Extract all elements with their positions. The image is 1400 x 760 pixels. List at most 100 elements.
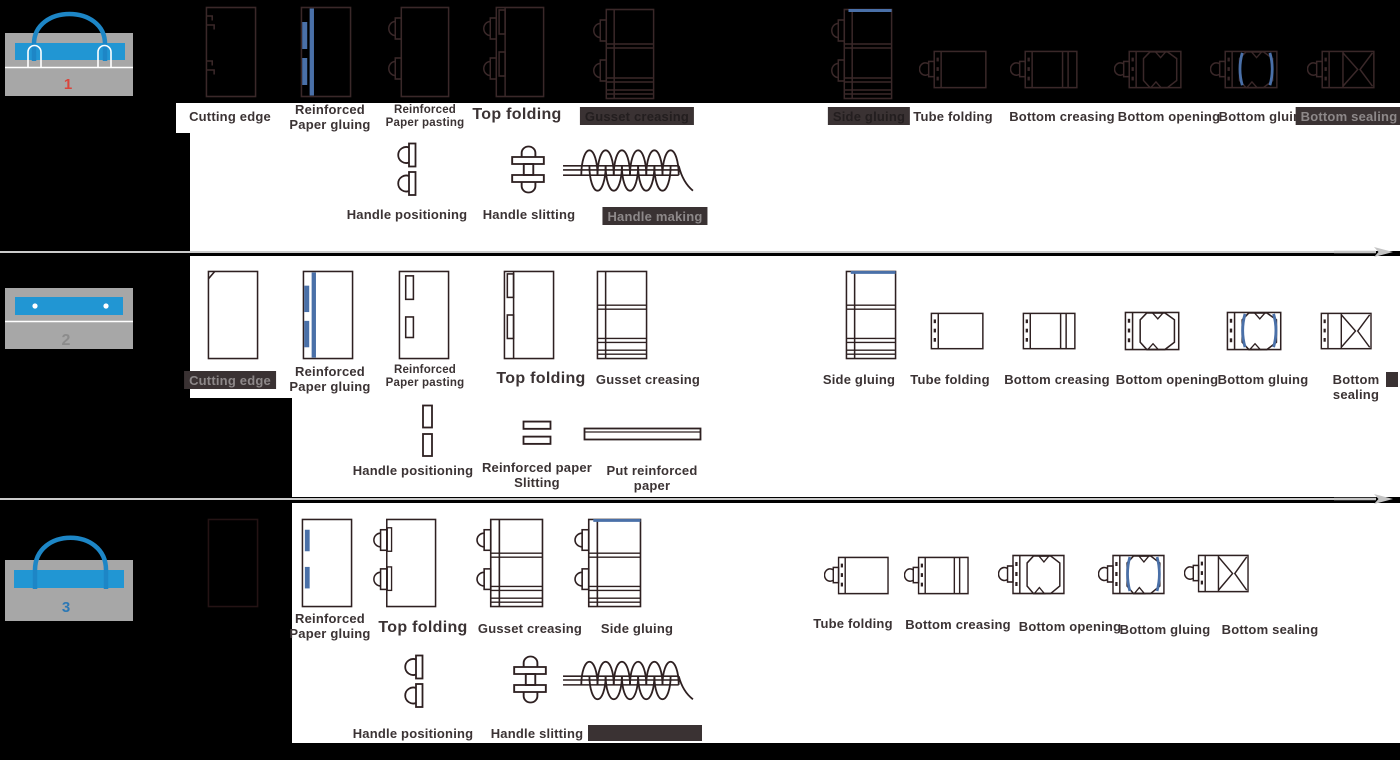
bottom-sealing-icon [1320,312,1375,351]
step-label-reinforced-paper-pasting: Reinforced Paper pasting [385,104,465,129]
reinforced-paper-gluing-icon [302,270,354,360]
cutting-edge-icon [207,270,259,360]
bag-handle [31,11,108,61]
bag-number: 1 [64,76,72,93]
step-label-top-folding: Top folding [378,619,468,636]
step-label-reinforced-paper-gluing: Reinforced Paper gluing [289,611,371,641]
tube-folding-icon [824,556,892,596]
highlight-fragment [1386,372,1398,387]
substep-label-handle-making [588,725,702,741]
top-folding-icon [481,6,545,98]
step-label-gusset-creasing: Gusset creasing [595,372,701,387]
step-label-cutting-edge: Cutting edge [189,109,271,124]
bottom-creasing-icon [1022,312,1079,351]
substep-label-handle-making: Handle making [602,207,708,225]
step-label-top-folding: Top folding [472,106,562,123]
step-label-reinforced-paper-gluing: Reinforced Paper gluing [289,364,371,394]
side-gluing-icon [845,270,897,360]
side-gluing-icon [829,8,893,100]
bottom-gluing-icon [1098,554,1168,596]
step-label-bottom-creasing: Bottom creasing [1009,109,1115,124]
row2-sub-panel [292,398,1400,497]
gusset-creasing-icon [591,8,655,100]
row-divider [0,251,1340,253]
handle-slitting-icon [509,139,547,201]
handle-making-icon [561,143,697,199]
row2-panel [190,256,1400,398]
cutting-edge-icon [205,6,257,98]
handle-slitting-icon [511,649,549,711]
step-label-bottom-sealing: Bottom sealing [1221,622,1319,637]
bottom-creasing-icon [1010,50,1081,90]
row3-panel [292,503,1400,743]
reinforced-paper-slitting-icon [522,420,552,447]
row1-label-strip [176,103,1400,133]
bottom-opening-icon [1124,311,1183,352]
step-label-cutting-edge: Cutting edge [184,371,276,389]
substep-label-reinforced-paper-slitting: Reinforced paper Slitting [481,460,593,490]
bag-illustration-3: 3 [5,535,133,621]
step-label-bottom-opening: Bottom opening [1117,109,1221,124]
step-label-tube-folding: Tube folding [813,616,893,631]
step-label-reinforced-paper-gluing: Reinforced Paper gluing [289,102,371,132]
bottom-sealing-icon [1307,50,1378,90]
flow-arrow-icon [1334,494,1393,504]
row1-panel [190,133,1400,251]
step-label-tube-folding: Tube folding [910,372,990,387]
bottom-sealing-icon [1184,554,1252,594]
step-label-bottom-gluing: Bottom gluing [1217,372,1309,387]
substep-label-handle-positioning: Handle positioning [352,726,474,741]
handle-positioning-icon [397,654,433,710]
gusset-creasing-icon [474,518,544,608]
step-label-bottom-sealing: Bottom sealing [1332,372,1380,402]
bag-illustration-1: 1 [5,11,133,96]
step-label-gusset-creasing: Gusset creasing [477,621,583,636]
bag-hole [32,303,38,309]
bag-number: 2 [62,332,71,349]
step-label-gusset-creasing: Gusset creasing [579,107,695,125]
handle-positioning-icon [420,404,436,458]
bag-hole [103,303,109,309]
bottom-opening-icon [998,554,1068,596]
step-label-bottom-opening: Bottom opening [1018,619,1122,634]
step-label-side-gluing: Side gluing [600,621,674,636]
top-folding-icon [371,518,437,608]
flow-arrow-icon [1334,247,1393,257]
substep-label-handle-slitting: Handle slitting [490,726,584,741]
bag-illustration-2: 2 [5,288,133,349]
reinforced-paper-gluing-icon [301,518,353,608]
bag-number: 3 [62,599,70,616]
top-folding-icon [503,270,555,360]
step-label-bottom-creasing: Bottom creasing [905,617,1011,632]
blank-sheet-icon [207,518,259,608]
reinforced-paper-pasting-icon [398,270,450,360]
step-label-bottom-opening: Bottom opening [1115,372,1219,387]
substep-label-handle-positioning: Handle positioning [346,207,468,222]
gusset-creasing-icon [596,270,648,360]
put-reinforced-paper-icon [583,427,703,441]
substep-label-put-reinforced-paper: Put reinforced paper [606,463,698,493]
step-label-side-gluing: Side gluing [827,107,911,125]
bottom-creasing-icon [904,556,972,596]
bottom-gluing-icon [1210,50,1281,90]
bag-stripe [15,297,123,315]
bottom-opening-icon [1114,50,1185,90]
bottom-gluing-icon [1226,311,1285,352]
step-label-bottom-sealing: Bottom sealing [1295,107,1400,125]
handle-making-icon [561,655,697,707]
handle-positioning-icon [390,142,426,198]
tube-folding-icon [930,312,987,351]
step-label-reinforced-paper-pasting: Reinforced Paper pasting [385,364,465,389]
row-divider [0,498,1340,500]
step-label-bottom-gluing: Bottom gluing [1119,622,1211,637]
step-label-bottom-creasing: Bottom creasing [1004,372,1110,387]
bag-handle [32,535,109,589]
step-label-tube-folding: Tube folding [913,109,993,124]
bag-stripe [14,570,124,588]
reinforced-paper-pasting-icon [386,6,450,98]
step-label-top-folding: Top folding [496,370,586,387]
tube-folding-icon [919,50,990,90]
substep-label-handle-positioning: Handle positioning [352,463,474,478]
substep-label-handle-slitting: Handle slitting [482,207,576,222]
